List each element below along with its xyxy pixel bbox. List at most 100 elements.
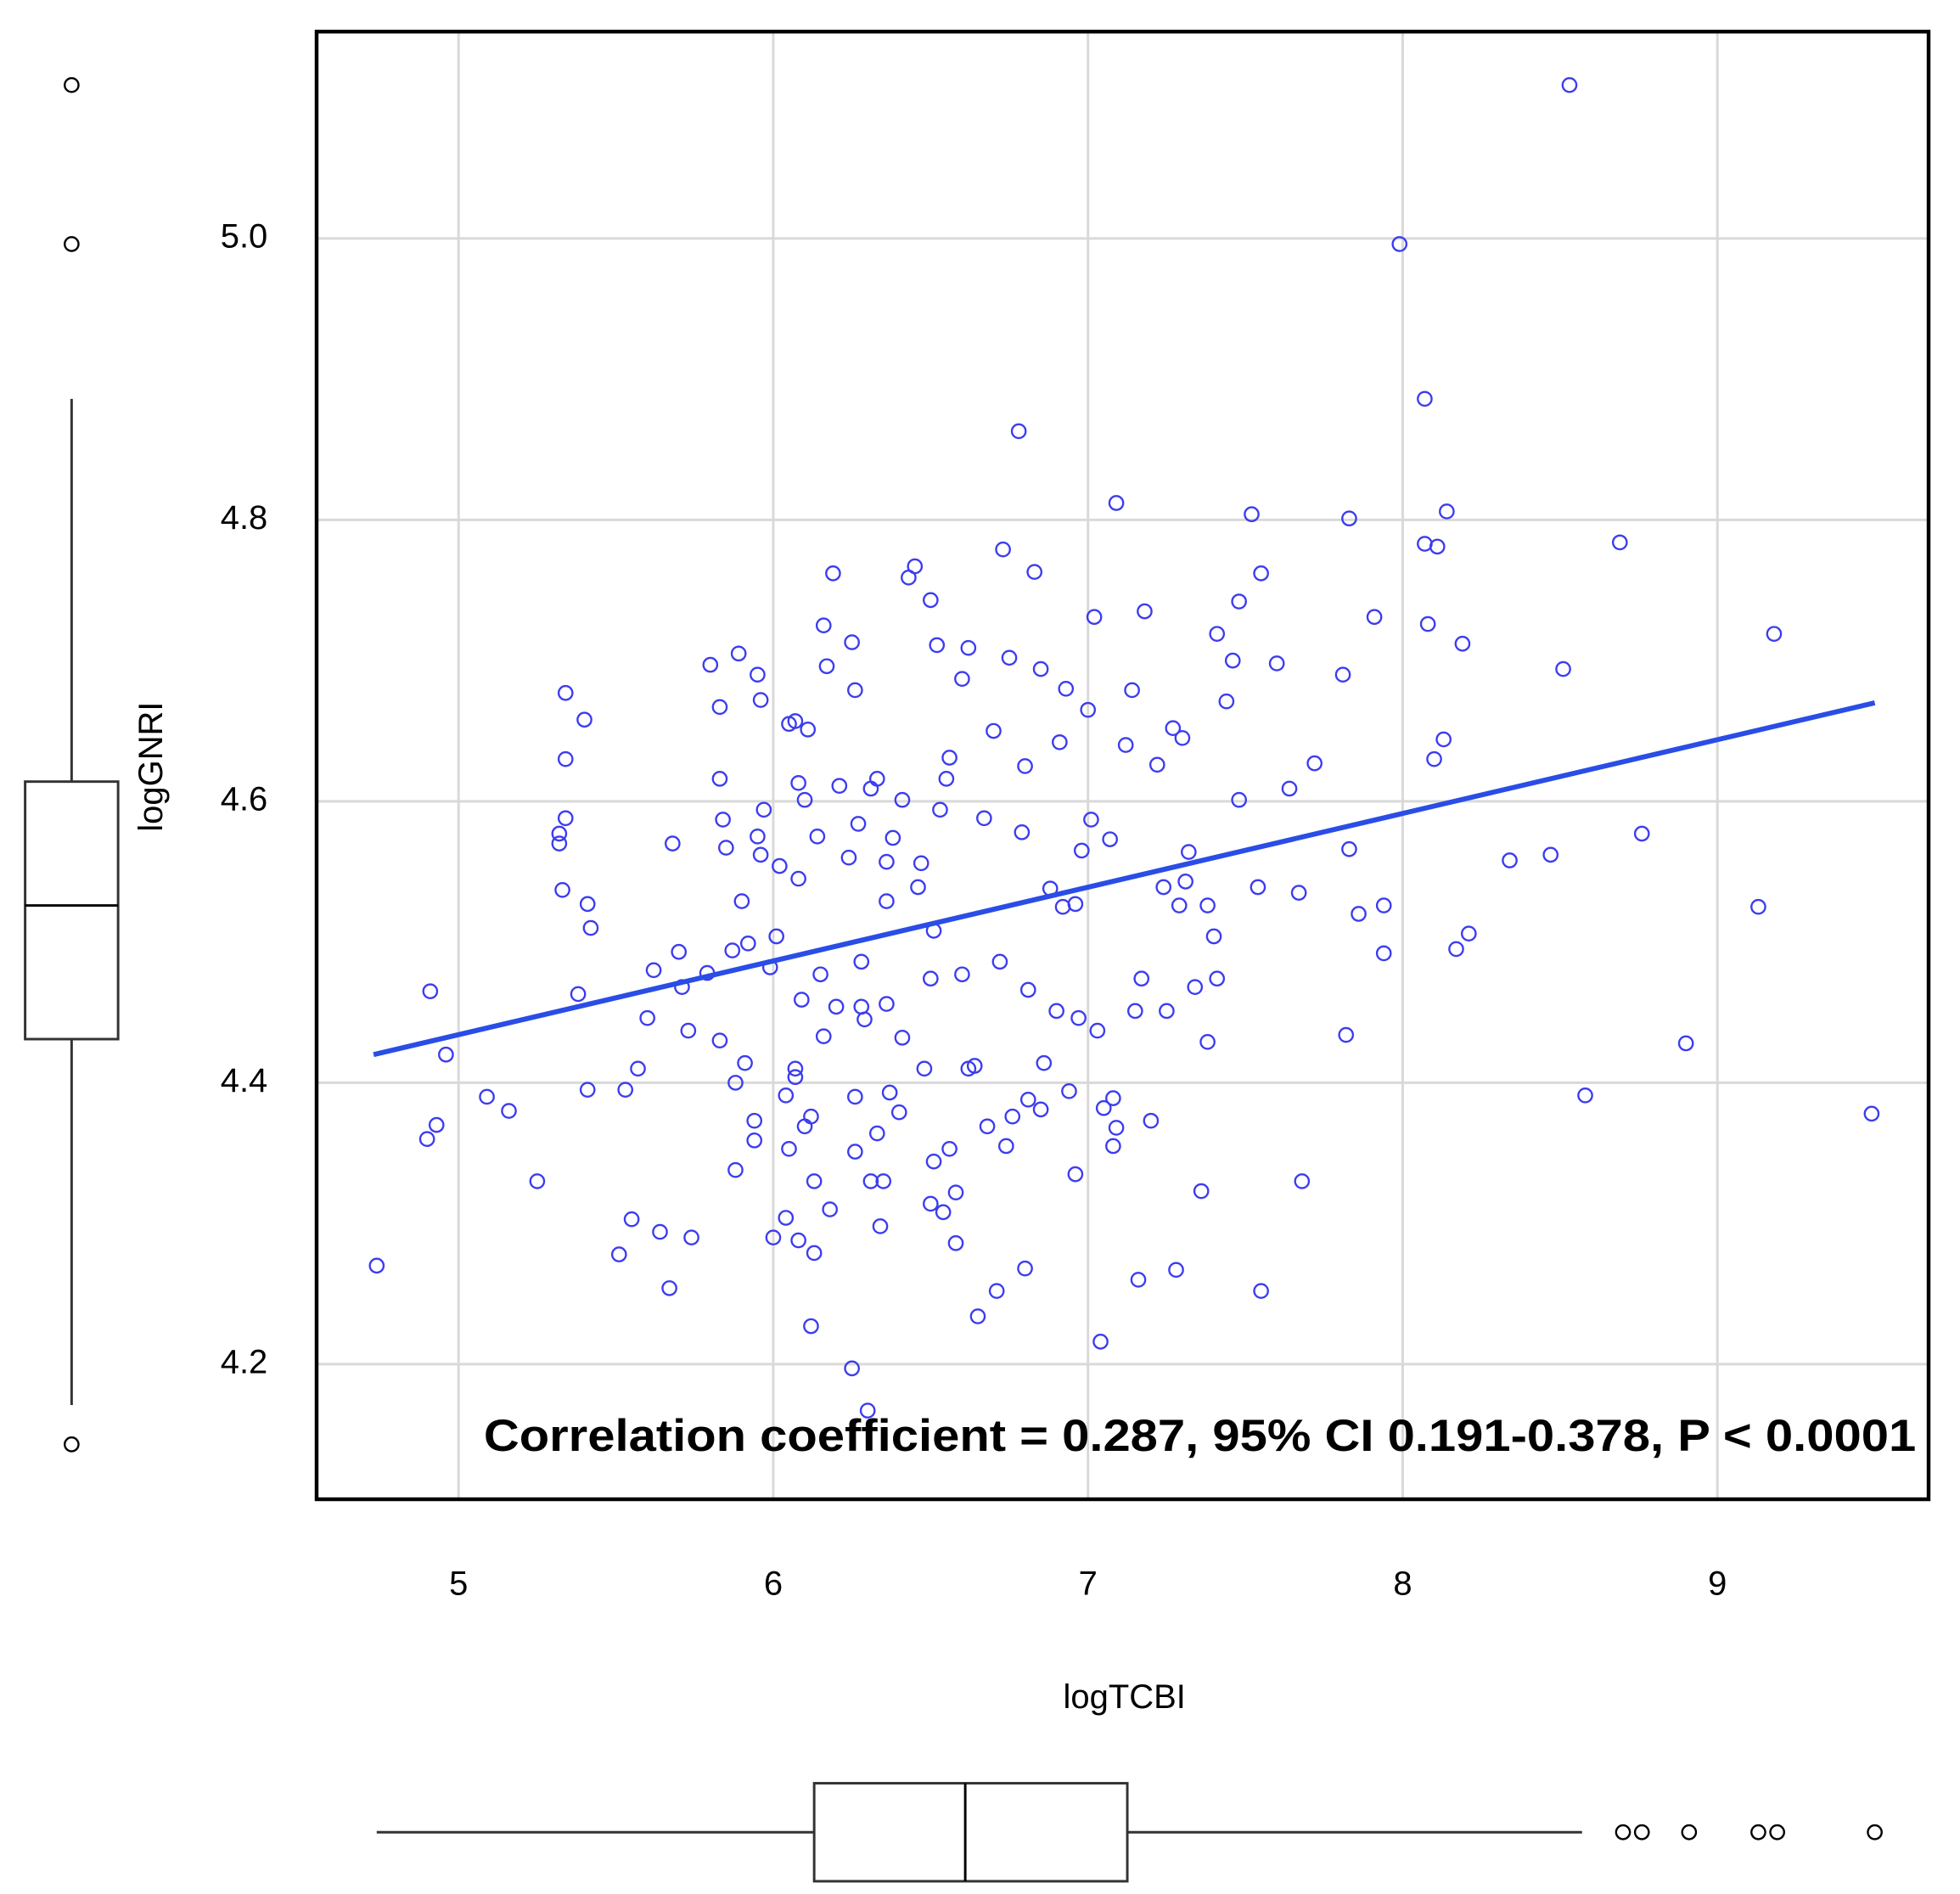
point — [664, 835, 681, 851]
point — [617, 1082, 634, 1099]
point — [812, 966, 828, 983]
point — [787, 1060, 804, 1077]
point — [623, 1211, 640, 1228]
point — [847, 682, 863, 699]
point — [1439, 503, 1455, 520]
point — [790, 870, 806, 887]
point — [1143, 1112, 1160, 1129]
point — [746, 1132, 763, 1149]
point — [1126, 1003, 1143, 1020]
point — [1417, 536, 1433, 552]
point — [862, 780, 879, 797]
point — [997, 1138, 1014, 1155]
x-axis-title: logTCBI — [1064, 1678, 1186, 1716]
point — [661, 1280, 677, 1296]
point — [850, 816, 867, 832]
point — [582, 919, 599, 936]
point — [1117, 737, 1134, 753]
point — [652, 1223, 668, 1240]
y-axis-title: logGNRI — [132, 702, 170, 832]
point — [1014, 824, 1031, 840]
point — [1426, 750, 1442, 767]
point — [1108, 495, 1125, 511]
point — [969, 1308, 986, 1324]
point — [1766, 626, 1783, 642]
point — [796, 1118, 813, 1135]
point — [938, 771, 955, 787]
point — [988, 1283, 1005, 1300]
point — [557, 810, 574, 827]
point — [815, 617, 832, 634]
point — [1863, 1105, 1880, 1122]
point — [1218, 693, 1235, 710]
point — [1177, 874, 1193, 890]
point — [1429, 538, 1446, 555]
point — [1105, 1090, 1121, 1106]
outlier — [1633, 1824, 1650, 1841]
point — [941, 750, 958, 766]
point — [778, 1087, 795, 1104]
point — [923, 1195, 939, 1212]
point — [831, 778, 848, 794]
outlier — [1615, 1824, 1631, 1841]
point — [1174, 729, 1191, 746]
point — [428, 1116, 445, 1133]
point — [737, 1054, 753, 1071]
point — [683, 1229, 699, 1246]
point — [991, 953, 1008, 970]
point — [1089, 1022, 1106, 1039]
point — [1095, 1099, 1112, 1116]
point — [1205, 928, 1222, 945]
point — [1061, 1083, 1077, 1099]
point — [639, 1009, 655, 1026]
point — [1133, 970, 1150, 987]
point — [916, 1060, 933, 1077]
point — [551, 825, 568, 842]
point — [910, 879, 926, 896]
point — [840, 849, 857, 866]
point — [752, 692, 769, 708]
point — [1193, 1183, 1210, 1200]
point — [1148, 756, 1165, 773]
point — [1137, 603, 1153, 620]
point — [671, 943, 688, 960]
point — [1070, 1009, 1087, 1026]
point — [932, 801, 948, 818]
point — [1268, 655, 1285, 672]
y-tick-label: 5.0 — [221, 217, 268, 255]
point — [815, 1028, 832, 1045]
point — [1290, 885, 1307, 901]
outlier — [1750, 1824, 1766, 1841]
point — [995, 541, 1011, 558]
point — [711, 771, 728, 787]
point — [1294, 1173, 1311, 1189]
point — [890, 1104, 907, 1121]
point — [1375, 945, 1392, 962]
point — [1209, 970, 1226, 987]
point — [752, 846, 769, 863]
point — [1017, 1260, 1033, 1277]
point — [803, 1318, 819, 1335]
box — [24, 780, 120, 1041]
point — [680, 1022, 697, 1039]
point — [1092, 1334, 1109, 1350]
point — [1019, 981, 1036, 998]
point — [1058, 680, 1075, 697]
point — [844, 634, 860, 650]
point — [1181, 844, 1197, 860]
point — [1542, 846, 1559, 863]
point — [1017, 758, 1033, 774]
point — [960, 639, 977, 656]
outlier — [1867, 1824, 1883, 1841]
point — [796, 791, 813, 808]
point — [1168, 1262, 1184, 1279]
point — [778, 1210, 795, 1226]
outlier — [1681, 1824, 1698, 1841]
point — [1019, 1091, 1036, 1108]
point — [1341, 840, 1357, 857]
point — [818, 658, 835, 675]
point — [1004, 1108, 1021, 1125]
point — [809, 829, 826, 845]
point — [1555, 660, 1571, 677]
y-tick-label: 4.8 — [221, 499, 268, 537]
